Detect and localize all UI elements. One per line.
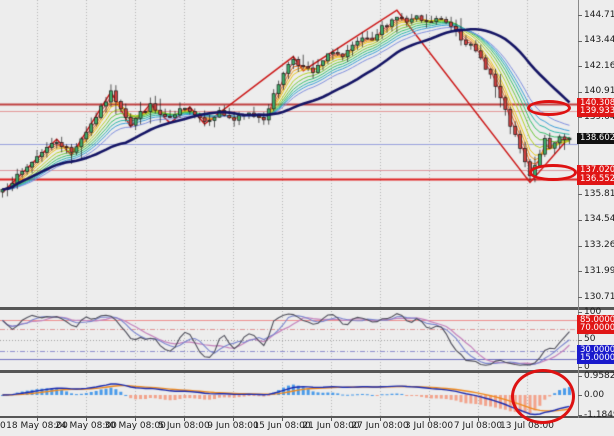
axis-tick-mark xyxy=(578,66,582,67)
panel-divider xyxy=(0,416,614,418)
panel-divider xyxy=(0,307,614,310)
axis-tick-mark xyxy=(578,376,582,377)
time-axis-label: 3 Jul 08:00 xyxy=(404,421,454,431)
time-axis-tick xyxy=(37,418,38,421)
axis-tick-mark xyxy=(578,340,582,341)
indicator-level-box: 30.0000 xyxy=(577,345,614,356)
time-axis-tick xyxy=(429,418,430,421)
price-axis-label: 142.165 xyxy=(584,61,614,71)
axis-tick-mark xyxy=(578,415,582,416)
time-axis-tick xyxy=(478,418,479,421)
price-level-box: 139.933 xyxy=(577,106,614,117)
price-axis-label: 135.815 xyxy=(584,189,614,199)
time-axis-tick xyxy=(184,418,185,421)
axis-tick-mark xyxy=(578,41,582,42)
axis-tick-mark xyxy=(578,220,582,221)
price-axis-label: 50 xyxy=(584,334,596,344)
time-axis-label: 15 Jun 08:00 xyxy=(253,421,311,431)
highlight-ellipse[interactable] xyxy=(529,164,577,181)
axis-tick-mark xyxy=(578,117,582,118)
main-price-chart-canvas[interactable] xyxy=(0,0,578,308)
price-axis-label: 133.265 xyxy=(584,240,614,250)
price-axis-label: 139.640 xyxy=(584,112,614,122)
time-axis-label: 5 Jun 08:00 xyxy=(158,421,210,431)
axis-tick-mark xyxy=(578,271,582,272)
time-axis-tick xyxy=(282,418,283,421)
time-axis-label: 9 Jun 08:00 xyxy=(207,421,259,431)
axis-tick-mark xyxy=(578,194,582,195)
price-axis-label: 134.540 xyxy=(584,214,614,224)
macd-panel-canvas[interactable] xyxy=(0,373,578,417)
price-axis-label: 0.00 xyxy=(584,390,605,400)
price-axis-label: 144.715 xyxy=(584,10,614,20)
price-axis-label: 0.95822 xyxy=(584,371,614,381)
time-axis-label: 27 Jun 08:00 xyxy=(351,421,409,431)
price-axis-line xyxy=(578,0,579,418)
axis-tick-mark xyxy=(578,367,582,368)
time-axis-label: 21 Jun 08:00 xyxy=(302,421,360,431)
price-axis-label: -1.18492 xyxy=(584,410,614,420)
price-level-box: 136.552 xyxy=(577,174,614,185)
indicator-level-box: 15.0000 xyxy=(577,353,614,364)
price-axis-label: 131.990 xyxy=(584,266,614,276)
time-axis-tick xyxy=(135,418,136,421)
time-axis-label: 30 May 08:00 xyxy=(104,421,166,431)
time-axis[interactable]: 0 18 May 08:00 24 May 08:00 30 May 08:00 5 J… xyxy=(0,418,614,436)
price-axis-label: 0 xyxy=(584,362,590,372)
panel-divider xyxy=(0,370,614,373)
highlight-ellipse[interactable] xyxy=(527,100,571,116)
axis-tick-mark xyxy=(578,395,582,396)
price-axis-label: 130.715 xyxy=(584,292,614,302)
indicator-level-box: 85.0000 xyxy=(577,315,614,326)
highlight-ellipse[interactable] xyxy=(511,369,575,424)
time-axis-tick xyxy=(86,418,87,421)
time-axis-tick xyxy=(331,418,332,421)
time-axis-label: 13 Jul 08:00 xyxy=(500,421,554,431)
time-axis-tick xyxy=(233,418,234,421)
axis-tick-mark xyxy=(578,92,582,93)
axis-tick-mark xyxy=(578,312,582,313)
price-axis-label: 143.440 xyxy=(584,35,614,45)
stochastic-panel-canvas[interactable] xyxy=(0,311,578,370)
time-axis-label: 18 May 08:00 xyxy=(6,421,68,431)
price-axis-label: 140.915 xyxy=(584,86,614,96)
price-level-box: 137.020 xyxy=(577,165,614,176)
axis-tick-mark xyxy=(578,15,582,16)
price-level-box: 138.602 xyxy=(577,133,614,144)
price-axis-label: 100 xyxy=(584,307,602,317)
indicator-level-box: 70.0000 xyxy=(577,323,614,334)
price-level-box: 140.308 xyxy=(577,98,614,109)
axis-tick-mark xyxy=(578,297,582,298)
axis-tick-mark xyxy=(578,246,582,247)
time-axis-label: 7 Jul 08:00 xyxy=(453,421,503,431)
time-axis-label: 0 xyxy=(0,421,6,431)
time-axis-tick xyxy=(380,418,381,421)
time-axis-label: 24 May 08:00 xyxy=(55,421,117,431)
